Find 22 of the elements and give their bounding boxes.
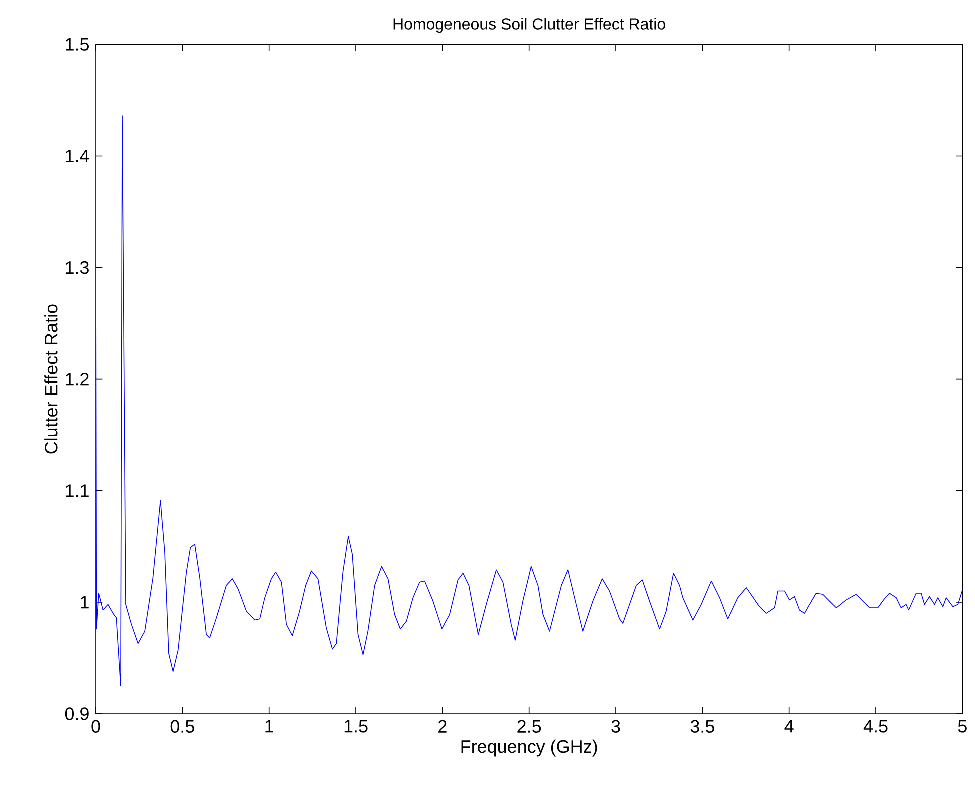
x-tick-label: 4 [784,720,794,733]
x-tick-label: 4.5 [864,720,888,733]
y-tick-label: 1.4 [66,150,90,162]
x-tick-label: 5 [958,720,967,733]
x-tick-label: 3.5 [690,720,714,733]
y-axis-title: Clutter Effect Ratio [44,304,58,454]
y-tick-label: 0.9 [65,708,89,720]
y-tick-label: 1.3 [66,261,89,274]
x-tick-label: 1.5 [344,720,368,733]
x-tick-label: 3 [612,720,620,733]
x-axis-title: Frequency (GHz) [462,740,598,757]
x-tick-label: 2.5 [518,720,542,733]
y-tick-label: 1.1 [66,484,89,498]
chart-title: Homogeneous Soil Clutter Effect Ratio [394,18,666,34]
x-tick-label: 0 [92,720,100,733]
y-tick-label: 1.5 [66,38,89,51]
x-tick-label: 2 [438,720,447,733]
y-tick-label: 1.2 [66,373,89,386]
y-tick-label: 1 [81,596,89,609]
x-tick-label: 0.5 [170,720,194,733]
line-series [96,116,963,686]
x-tick-label: 1 [266,720,274,733]
